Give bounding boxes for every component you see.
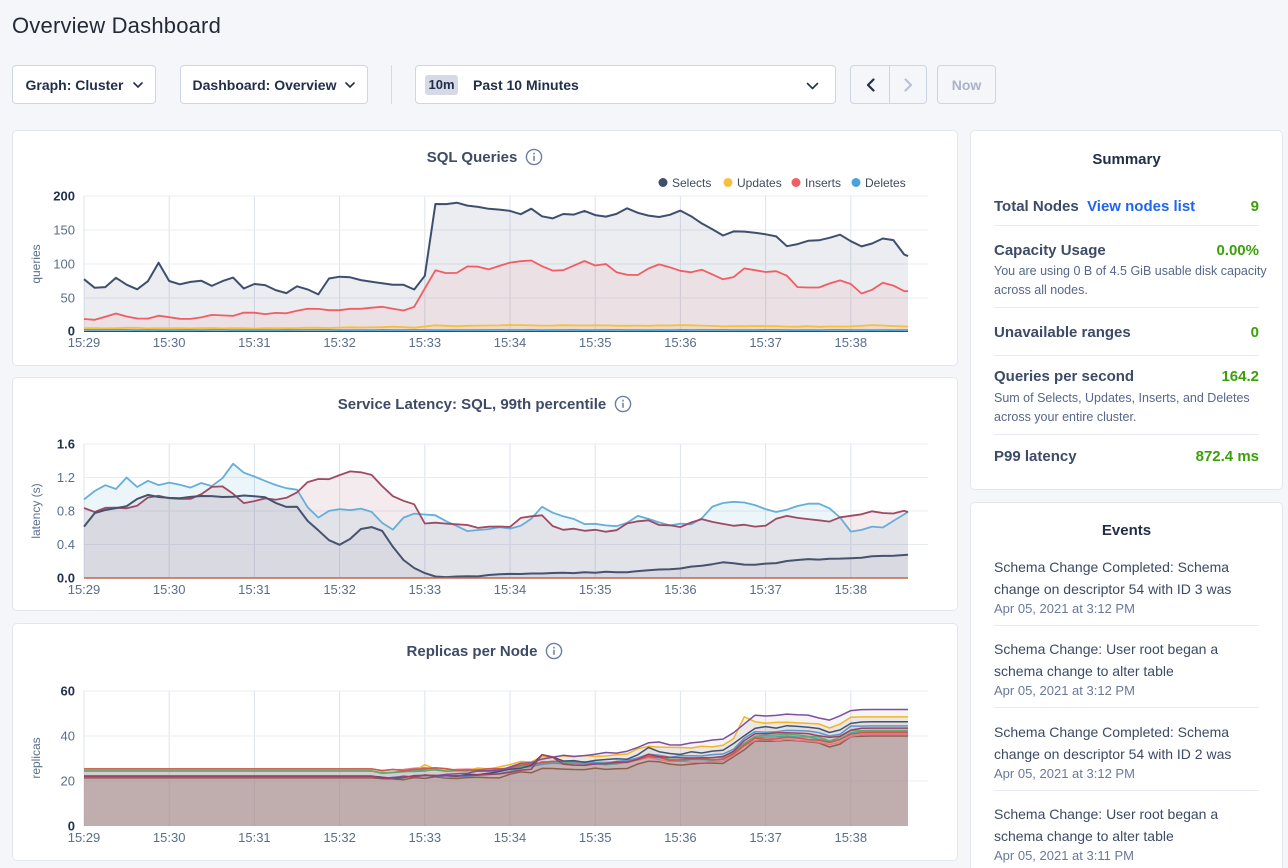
svg-text:queries: queries (29, 244, 43, 283)
svg-text:150: 150 (53, 223, 75, 238)
svg-text:15:36: 15:36 (664, 335, 697, 350)
svg-text:1.6: 1.6 (57, 437, 75, 452)
svg-text:15:30: 15:30 (153, 830, 186, 845)
svg-text:15:34: 15:34 (494, 335, 527, 350)
svg-text:15:30: 15:30 (153, 582, 186, 597)
svg-text:15:36: 15:36 (664, 830, 697, 845)
svg-text:60: 60 (61, 684, 75, 699)
svg-text:15:35: 15:35 (579, 335, 612, 350)
svg-text:Deletes: Deletes (865, 176, 906, 190)
svg-text:15:35: 15:35 (579, 582, 612, 597)
svg-text:15:31: 15:31 (238, 830, 271, 845)
svg-text:1.2: 1.2 (57, 470, 75, 485)
svg-text:Selects: Selects (672, 176, 711, 190)
svg-text:15:31: 15:31 (238, 335, 271, 350)
svg-text:Inserts: Inserts (805, 176, 841, 190)
svg-text:Updates: Updates (737, 176, 782, 190)
svg-text:15:31: 15:31 (238, 582, 271, 597)
svg-text:15:37: 15:37 (749, 830, 782, 845)
svg-text:50: 50 (61, 291, 75, 306)
svg-text:15:34: 15:34 (494, 582, 527, 597)
svg-text:0.0: 0.0 (57, 571, 75, 586)
svg-text:15:33: 15:33 (409, 335, 442, 350)
svg-text:15:34: 15:34 (494, 830, 527, 845)
svg-text:replicas: replicas (29, 737, 43, 778)
svg-text:15:29: 15:29 (68, 830, 101, 845)
svg-text:15:35: 15:35 (579, 830, 612, 845)
svg-text:15:38: 15:38 (835, 830, 868, 845)
svg-text:15:32: 15:32 (323, 830, 356, 845)
svg-text:100: 100 (53, 257, 75, 272)
svg-text:15:30: 15:30 (153, 335, 186, 350)
svg-text:15:33: 15:33 (409, 830, 442, 845)
svg-text:15:32: 15:32 (323, 582, 356, 597)
svg-text:0.4: 0.4 (57, 537, 75, 552)
svg-text:15:38: 15:38 (835, 582, 868, 597)
svg-text:15:37: 15:37 (749, 335, 782, 350)
svg-text:15:33: 15:33 (409, 582, 442, 597)
svg-text:15:38: 15:38 (835, 335, 868, 350)
svg-text:40: 40 (61, 729, 75, 744)
svg-text:15:29: 15:29 (68, 335, 101, 350)
svg-text:0.8: 0.8 (57, 504, 75, 519)
svg-text:20: 20 (61, 774, 75, 789)
svg-text:15:36: 15:36 (664, 582, 697, 597)
svg-text:15:29: 15:29 (68, 582, 101, 597)
svg-text:latency (s): latency (s) (29, 483, 43, 538)
svg-text:0: 0 (68, 324, 75, 339)
svg-text:200: 200 (53, 189, 75, 204)
svg-text:15:32: 15:32 (323, 335, 356, 350)
svg-text:15:37: 15:37 (749, 582, 782, 597)
svg-text:0: 0 (68, 819, 75, 834)
